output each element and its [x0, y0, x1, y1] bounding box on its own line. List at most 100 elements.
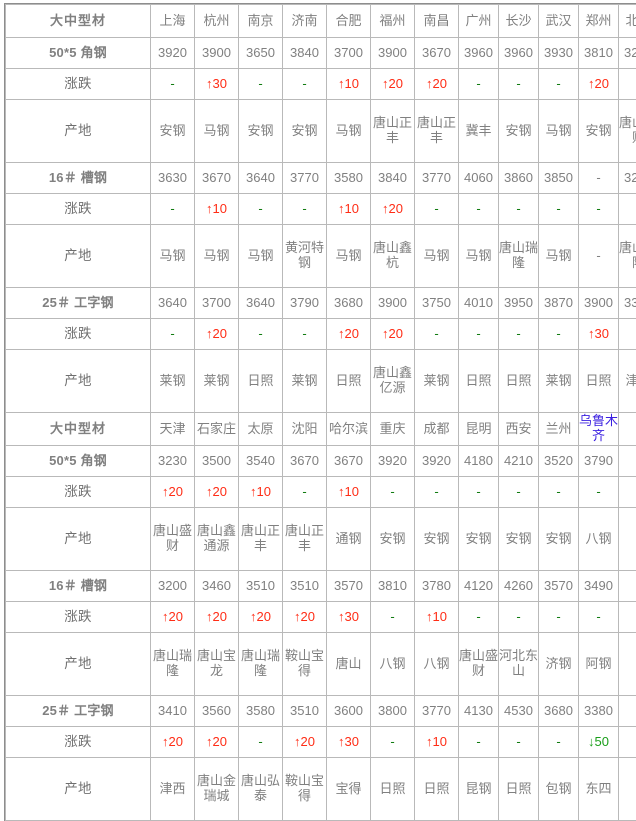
section-title: 大中型材	[6, 413, 151, 446]
change-cell: ↑20	[283, 602, 327, 633]
change-cell: -	[539, 727, 579, 758]
origin-cell: 日照	[415, 758, 459, 821]
change-cell: -	[459, 69, 499, 100]
price-cell: 3580	[327, 163, 371, 194]
origin-cell: 冀丰	[459, 100, 499, 163]
city-header-10[interactable]: 兰州	[539, 413, 579, 446]
city-header-10[interactable]: 武汉	[539, 5, 579, 38]
change-up: ↑20	[294, 734, 315, 749]
change-up: ↑20	[250, 609, 271, 624]
change-cell: ↑20	[151, 477, 195, 508]
origin-cell: 鞍山宝得	[283, 633, 327, 696]
city-header-7[interactable]: 南昌	[415, 5, 459, 38]
change-up: ↑20	[382, 201, 403, 216]
change-up: ↑20	[382, 326, 403, 341]
origin-cell: 津西	[619, 350, 636, 413]
change-flat: -	[476, 484, 480, 499]
change-cell: -	[499, 69, 539, 100]
city-header-8[interactable]: 昆明	[459, 413, 499, 446]
change-cell: ↑20	[151, 727, 195, 758]
origin-cell: 莱钢	[539, 350, 579, 413]
city-header-9[interactable]: 长沙	[499, 5, 539, 38]
price-table-page: 大中型材上海杭州南京济南合肥福州南昌广州长沙武汉郑州北京50*5 角钢39203…	[0, 0, 636, 797]
city-header-6[interactable]: 重庆	[371, 413, 415, 446]
city-header-1[interactable]: 上海	[151, 5, 195, 38]
origin-cell	[619, 758, 636, 821]
city-header-2[interactable]: 石家庄	[195, 413, 239, 446]
change-cell: -	[283, 69, 327, 100]
change-flat: -	[596, 484, 600, 499]
city-header-4[interactable]: 沈阳	[283, 413, 327, 446]
origin-cell: 阿钢	[579, 633, 619, 696]
change-cell: ↑20	[195, 477, 239, 508]
city-header-11[interactable]: 乌鲁木齐	[579, 413, 619, 446]
city-header-5[interactable]: 合肥	[327, 5, 371, 38]
change-up: ↑20	[162, 609, 183, 624]
city-header-5[interactable]: 哈尔滨	[327, 413, 371, 446]
price-cell: 3700	[327, 38, 371, 69]
origin-label: 产地	[6, 225, 151, 288]
change-row: 涨跌-↑20--↑20↑20----↑30-	[6, 319, 636, 350]
change-cell	[619, 727, 636, 758]
price-cell: 3950	[499, 288, 539, 319]
origin-cell: 马钢	[327, 100, 371, 163]
change-flat: -	[170, 201, 174, 216]
origin-cell: 唐山正丰	[283, 508, 327, 571]
city-header-6[interactable]: 福州	[371, 5, 415, 38]
origin-cell: 唐山正丰	[371, 100, 415, 163]
price-cell: 3580	[239, 696, 283, 727]
city-header-3[interactable]: 太原	[239, 413, 283, 446]
change-cell: ↑30	[327, 727, 371, 758]
change-cell: ↑20	[371, 69, 415, 100]
origin-cell: 唐山	[327, 633, 371, 696]
change-cell: -	[415, 477, 459, 508]
change-cell: ↑10	[195, 194, 239, 225]
price-cell: 3780	[415, 571, 459, 602]
city-header-11[interactable]: 郑州	[579, 5, 619, 38]
city-header-2[interactable]: 杭州	[195, 5, 239, 38]
price-cell: 3920	[371, 446, 415, 477]
price-cell: 3250	[619, 38, 636, 69]
price-cell: -	[579, 163, 619, 194]
origin-cell: 包钢	[539, 758, 579, 821]
change-flat: -	[556, 734, 560, 749]
city-header-12[interactable]: 北京	[619, 5, 636, 38]
city-header-9[interactable]: 西安	[499, 413, 539, 446]
origin-row: 产地津西唐山金瑞城唐山弘泰鞍山宝得宝得日照日照昆钢日照包钢东四	[6, 758, 636, 821]
price-cell: 3250	[619, 163, 636, 194]
city-header-8[interactable]: 广州	[459, 5, 499, 38]
change-cell: -	[415, 194, 459, 225]
price-cell: 3640	[239, 163, 283, 194]
change-cell: -	[539, 477, 579, 508]
change-cell: -	[539, 602, 579, 633]
city-header-3[interactable]: 南京	[239, 5, 283, 38]
change-up: ↑20	[206, 734, 227, 749]
change-cell: ↑20	[371, 319, 415, 350]
origin-cell: 唐山盛财	[459, 633, 499, 696]
price-cell: 4530	[499, 696, 539, 727]
origin-cell: 八钢	[579, 508, 619, 571]
price-cell: 3460	[195, 571, 239, 602]
city-header-1[interactable]: 天津	[151, 413, 195, 446]
change-cell: -	[151, 69, 195, 100]
origin-row: 产地莱钢莱钢日照莱钢日照唐山鑫亿源莱钢日照日照莱钢日照津西	[6, 350, 636, 413]
product-label: 25＃ 工字钢	[6, 288, 151, 319]
change-cell: -	[371, 727, 415, 758]
city-header-7[interactable]: 成都	[415, 413, 459, 446]
origin-cell: 日照	[499, 758, 539, 821]
price-cell: 3960	[459, 38, 499, 69]
origin-row: 产地唐山瑞隆唐山宝龙唐山瑞隆鞍山宝得唐山八钢八钢唐山盛财河北东山济钢阿钢	[6, 633, 636, 696]
price-cell: 3770	[415, 163, 459, 194]
city-header-4[interactable]: 济南	[283, 5, 327, 38]
price-cell: 3700	[195, 288, 239, 319]
price-cell: 3600	[327, 696, 371, 727]
change-cell: ↑20	[415, 69, 459, 100]
change-cell: -	[459, 727, 499, 758]
origin-cell: 马钢	[327, 225, 371, 288]
price-cell: 3870	[539, 288, 579, 319]
change-cell: ↑20	[239, 602, 283, 633]
origin-cell: 唐山宝龙	[195, 633, 239, 696]
